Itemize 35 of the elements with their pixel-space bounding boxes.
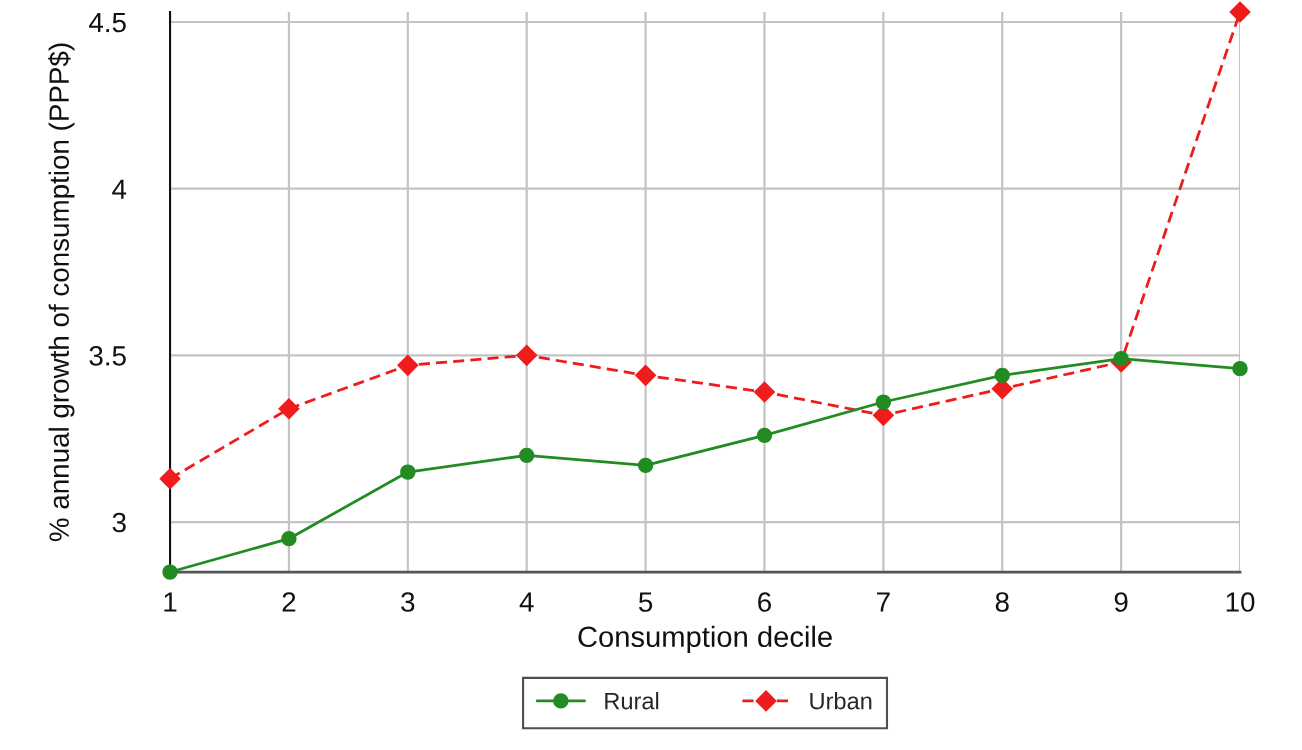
x-tick-label: 8 (995, 592, 1009, 612)
y-tick-label: 3 (112, 512, 126, 533)
legend-label: Urban (810, 692, 872, 710)
x-tick-label: 7 (877, 592, 890, 612)
point (519, 447, 535, 463)
legend-label: Rural (605, 692, 659, 710)
point (278, 397, 300, 420)
x-tick-label: 5 (638, 592, 653, 612)
x-tick-label: 10 (1226, 592, 1255, 612)
point (400, 464, 416, 480)
point (753, 381, 776, 403)
point (515, 344, 538, 367)
x-axis-title: Consumption decile (578, 625, 832, 653)
y-tick-label: 4.5 (89, 12, 126, 33)
x-tick-label: 4 (519, 592, 534, 612)
y-axis-title: % annual growth of consumption (PPP$) (48, 43, 75, 542)
x-tick-label: 9 (1114, 592, 1128, 612)
point (159, 467, 181, 490)
point (1229, 1, 1251, 23)
point (634, 364, 657, 387)
x-tick-label: 2 (282, 592, 296, 612)
x-tick-label: 1 (164, 592, 177, 612)
point (1232, 361, 1248, 377)
point (756, 427, 773, 443)
point (1113, 351, 1129, 367)
point (637, 457, 654, 473)
point (875, 394, 891, 410)
y-tick-label: 4 (112, 179, 127, 199)
point (281, 531, 297, 547)
point (162, 564, 178, 580)
x-tick-label: 6 (758, 592, 771, 612)
point (994, 367, 1010, 383)
y-tick-label: 3.5 (89, 346, 126, 366)
point (397, 354, 419, 377)
x-tick-label: 3 (401, 592, 415, 612)
